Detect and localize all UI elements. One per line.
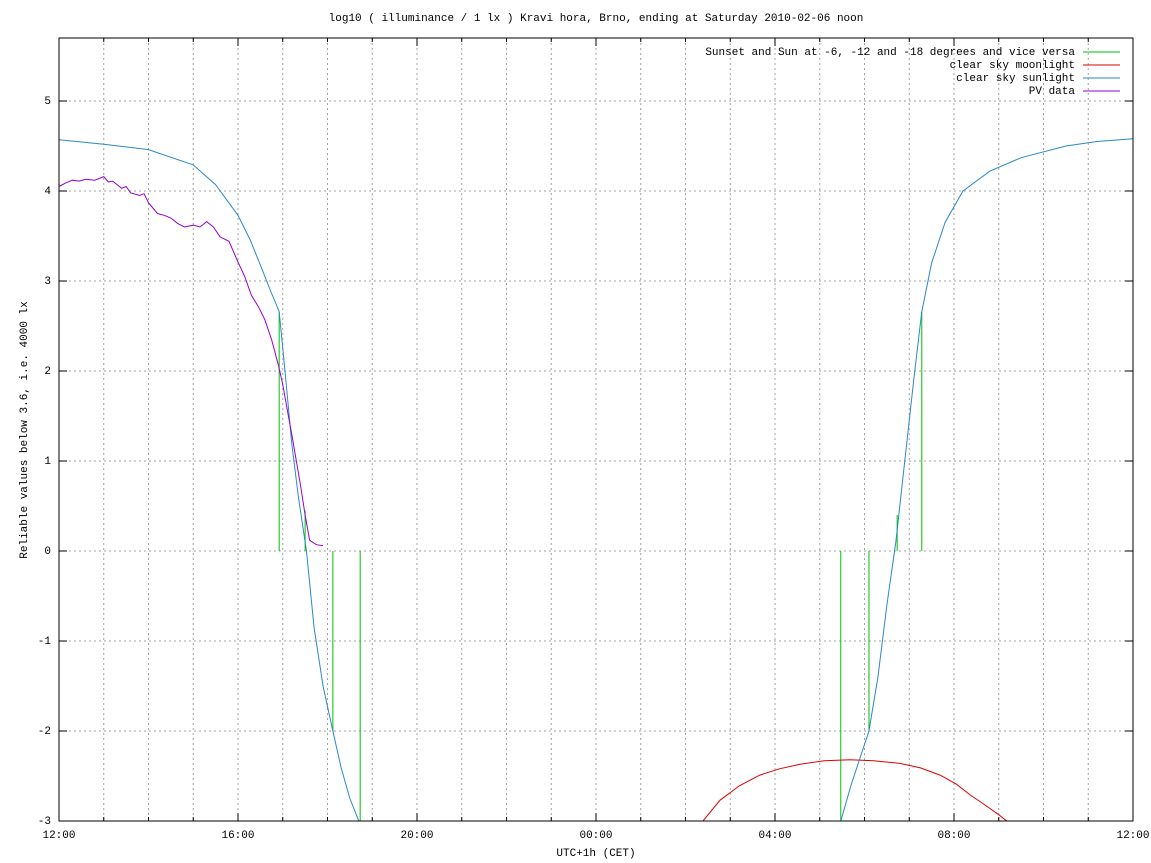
y-tick-label: 4 [44, 186, 51, 198]
x-tick-label: 04:00 [758, 830, 791, 842]
series-line [702, 759, 1008, 821]
plot-marks [59, 138, 1133, 821]
y-tick-label: 0 [44, 546, 51, 558]
y-tick-label: 5 [44, 96, 51, 108]
legend: Sunset and Sun at -6, -12 and -18 degree… [705, 47, 1120, 98]
y-tick-label: 2 [44, 366, 51, 378]
y-tick-label: -1 [38, 636, 52, 648]
x-tick-label: 16:00 [221, 830, 254, 842]
x-tick-label: 12:00 [42, 830, 75, 842]
axes: -3 -2 -1 0 1 2 3 4 5 12:00 16:00 20:00 00:00 04:00 08:… [38, 37, 1150, 842]
legend-label: clear sky sunlight [956, 73, 1075, 85]
y-tick-label: -3 [38, 816, 51, 828]
series-line [59, 138, 1133, 821]
y-tick-label: 1 [44, 456, 51, 468]
x-tick-label: 12:00 [1116, 830, 1149, 842]
legend-label: clear sky moonlight [950, 60, 1075, 72]
x-tick-label: 08:00 [937, 830, 970, 842]
x-axis-label: UTC+1h (CET) [556, 848, 635, 860]
y-tick-label: 3 [44, 276, 51, 288]
grid [59, 38, 1133, 821]
plot-border [58, 37, 1134, 822]
series-line [59, 175, 324, 547]
legend-label: PV data [1029, 86, 1076, 98]
y-tick-label: -2 [38, 726, 51, 738]
x-tick-label: 20:00 [400, 830, 433, 842]
chart-title: log10 ( illuminance / 1 lx ) Kravi hora,… [329, 13, 864, 25]
x-tick-label: 00:00 [579, 830, 612, 842]
legend-label: Sunset and Sun at -6, -12 and -18 degree… [705, 47, 1075, 59]
y-axis-label: Reliable values below 3.6, i.e. 4000 lx [19, 301, 31, 559]
